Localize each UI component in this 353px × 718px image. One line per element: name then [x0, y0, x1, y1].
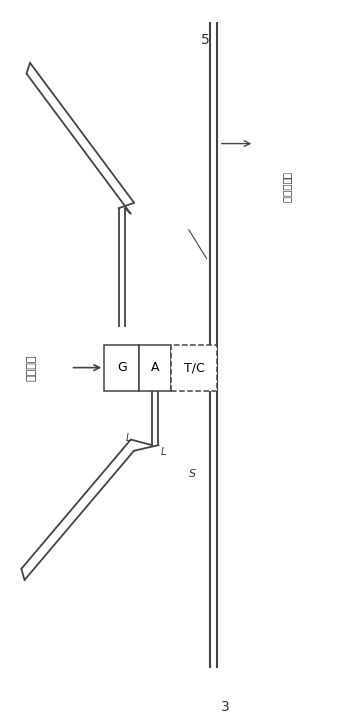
Bar: [171, 345, 217, 391]
Text: G: G: [117, 361, 127, 375]
Text: A: A: [151, 361, 160, 375]
Text: T/C: T/C: [184, 361, 204, 375]
Text: 3: 3: [221, 700, 229, 714]
Text: L: L: [125, 433, 131, 443]
Text: ターゲット: ターゲット: [282, 172, 292, 204]
Bar: [104, 345, 139, 391]
Text: L: L: [161, 447, 166, 457]
Text: 質問位置: 質問位置: [27, 355, 37, 381]
Text: S: S: [189, 469, 196, 479]
Bar: [139, 345, 171, 391]
Text: 5: 5: [201, 33, 210, 47]
